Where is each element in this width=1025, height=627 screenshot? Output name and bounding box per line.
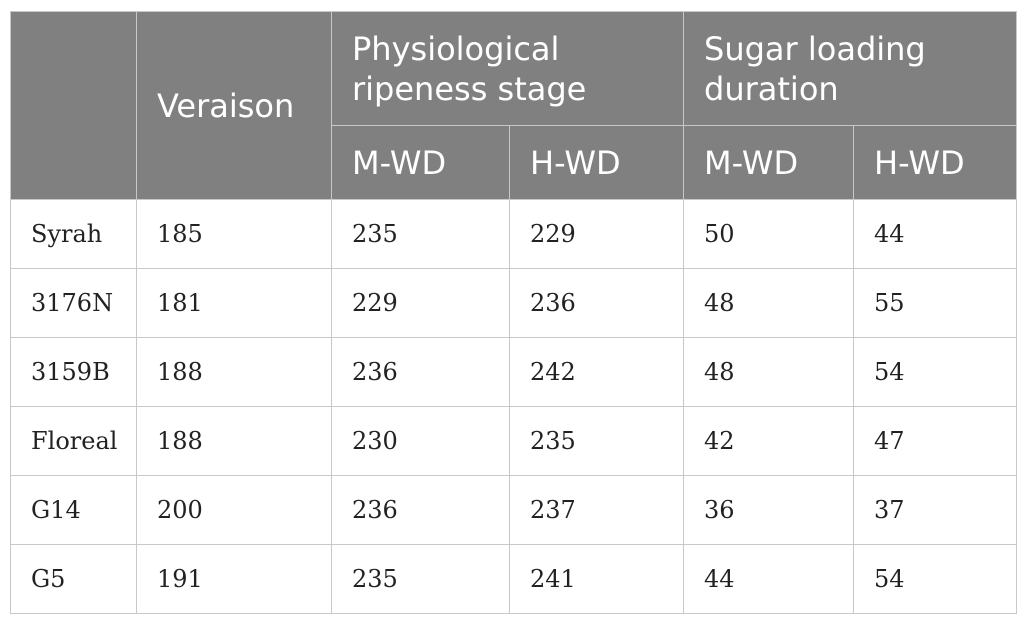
cell-sugar-hwd: 55 (853, 268, 1018, 338)
cell-veraison: 188 (136, 406, 332, 476)
cell-veraison: 188 (136, 337, 332, 407)
cell-sugar-hwd: 44 (853, 199, 1018, 269)
cell-veraison: 200 (136, 475, 332, 545)
table-row: Floreal 188 230 235 42 47 (10, 406, 1018, 476)
cell-sugar-hwd: 54 (853, 337, 1018, 407)
cell-veraison: 181 (136, 268, 332, 338)
header-row-top: Veraison Physiological ripeness stage Su… (10, 11, 1018, 200)
table-row: Syrah 185 235 229 50 44 (10, 199, 1018, 269)
cell-sugar-mwd: 50 (683, 199, 855, 269)
header-empty-cell (10, 11, 137, 200)
row-label: 3159B (10, 337, 137, 407)
row-label: G14 (10, 475, 137, 545)
cell-sugar-mwd: 42 (683, 406, 855, 476)
cell-physio-hwd: 241 (508, 544, 685, 614)
row-label: Syrah (10, 199, 137, 269)
row-label: Floreal (10, 406, 137, 476)
cell-sugar-mwd: 44 (683, 544, 855, 614)
cell-sugar-hwd: 47 (853, 406, 1018, 476)
cell-physio-mwd: 235 (331, 544, 510, 614)
row-label: 3176N (10, 268, 137, 338)
cell-sugar-hwd: 54 (853, 544, 1018, 614)
table-row: G5 191 235 241 44 54 (10, 544, 1018, 614)
header-sub-mwd: M-WD (683, 125, 855, 200)
cell-physio-mwd: 236 (331, 475, 510, 545)
table-row: 3176N 181 229 236 48 55 (10, 268, 1018, 338)
cell-physio-hwd: 242 (508, 337, 685, 407)
cell-physio-hwd: 235 (508, 406, 685, 476)
cell-veraison: 185 (136, 199, 332, 269)
cell-sugar-mwd: 48 (683, 268, 855, 338)
header-physiological-ripeness: Physiological ripeness stage (330, 11, 685, 126)
cell-physio-hwd: 237 (508, 475, 685, 545)
header-sub-hwd: H-WD (853, 125, 1018, 200)
data-table: Veraison Physiological ripeness stage Su… (10, 11, 1018, 614)
header-sub-mwd: M-WD (331, 125, 510, 200)
table-row: 3159B 188 236 242 48 54 (10, 337, 1018, 407)
cell-physio-mwd: 235 (331, 199, 510, 269)
cell-sugar-hwd: 37 (853, 475, 1018, 545)
header-sub-hwd: H-WD (508, 125, 685, 200)
cell-sugar-mwd: 36 (683, 475, 855, 545)
cell-physio-mwd: 230 (331, 406, 510, 476)
row-label: G5 (10, 544, 137, 614)
header-row-sub: M-WD H-WD M-WD H-WD (11, 125, 1018, 200)
cell-physio-hwd: 236 (508, 268, 685, 338)
cell-sugar-mwd: 48 (683, 337, 855, 407)
table-header: Veraison Physiological ripeness stage Su… (10, 11, 1018, 200)
header-sugar-loading: Sugar loading duration (683, 11, 1018, 126)
cell-physio-mwd: 229 (331, 268, 510, 338)
header-veraison: Veraison (136, 11, 332, 200)
table-body: Syrah 185 235 229 50 44 3176N 181 229 23… (10, 199, 1018, 614)
cell-physio-hwd: 229 (508, 199, 685, 269)
cell-veraison: 191 (136, 544, 332, 614)
cell-physio-mwd: 236 (331, 337, 510, 407)
table-row: G14 200 236 237 36 37 (10, 475, 1018, 545)
